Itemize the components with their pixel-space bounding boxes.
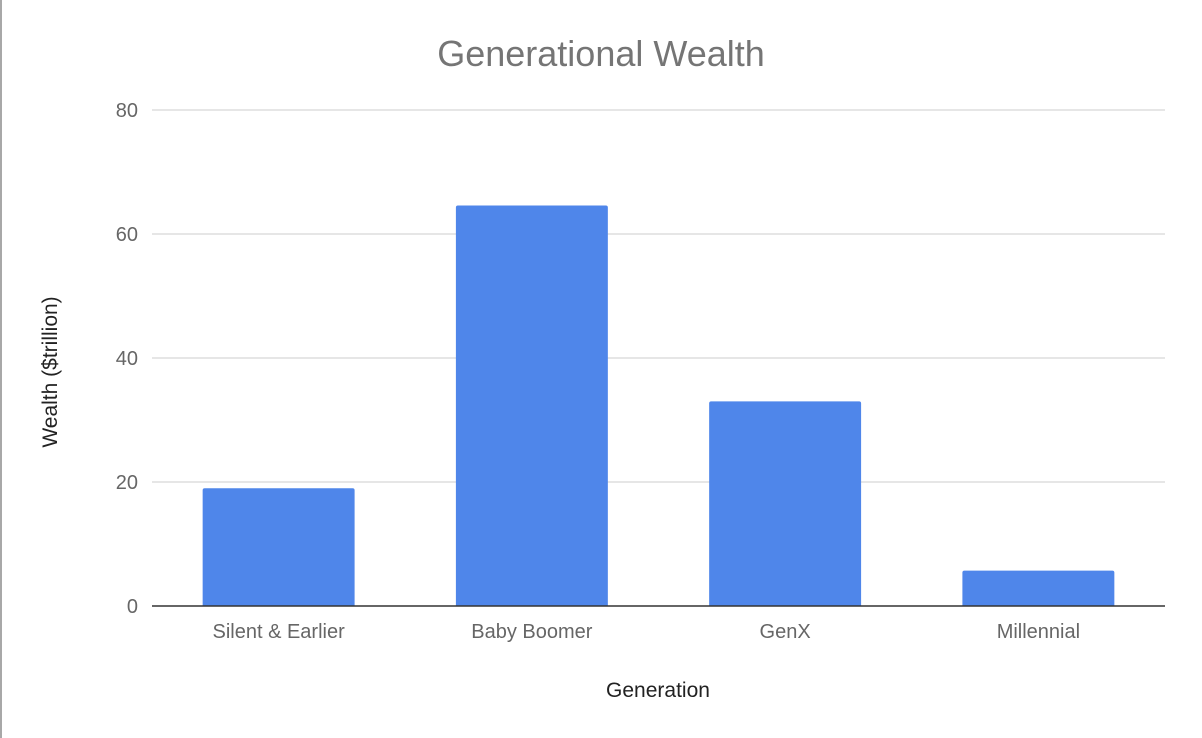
x-tick-label: Millennial [997, 621, 1080, 643]
y-tick-label: 40 [116, 348, 138, 370]
y-tick-label: 60 [116, 224, 138, 246]
window-left-border [0, 0, 2, 738]
y-tick-label: 0 [127, 596, 138, 618]
y-tick-label: 80 [116, 100, 138, 122]
y-tick-label: 20 [116, 472, 138, 494]
bars [202, 205, 1115, 607]
x-tick-label: GenX [760, 621, 811, 643]
bar [202, 488, 355, 606]
x-tick-label: Baby Boomer [471, 621, 593, 643]
bar [962, 570, 1115, 606]
x-axis-title: Generation [606, 679, 710, 702]
x-tick-label: Silent & Earlier [212, 621, 345, 643]
y-axis-ticks: 0 20 40 60 80 [116, 100, 138, 618]
gridlines [152, 109, 1165, 483]
chart-title: Generational Wealth [437, 33, 765, 74]
bar [709, 401, 862, 606]
x-axis-ticks: Silent & Earlier Baby Boomer GenX Millennia… [212, 621, 1080, 643]
y-axis-title: Wealth ($trillion) [39, 296, 62, 447]
bar [455, 205, 608, 607]
